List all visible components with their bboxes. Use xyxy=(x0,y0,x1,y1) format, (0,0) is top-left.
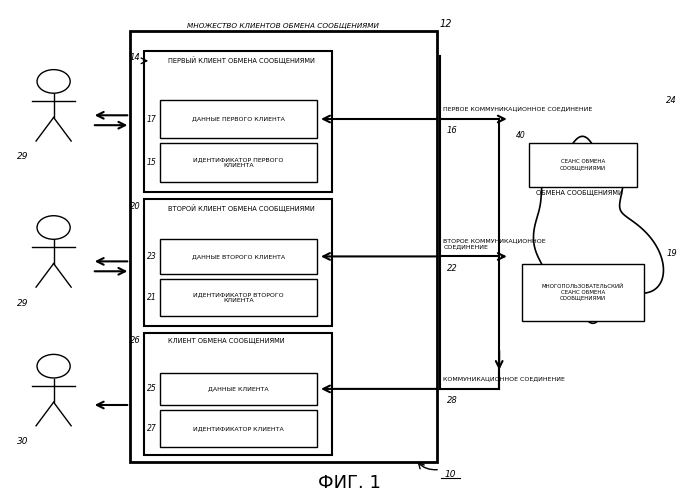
Text: ПЕРВОЕ КОММУНИКАЦИОННОЕ СОЕДИНЕНИЕ: ПЕРВОЕ КОММУНИКАЦИОННОЕ СОЕДИНЕНИЕ xyxy=(443,107,593,112)
Text: 28: 28 xyxy=(447,396,458,405)
Text: 27: 27 xyxy=(147,424,157,433)
Bar xyxy=(144,200,332,326)
Bar xyxy=(144,333,332,455)
Text: ДАННЫЕ ПЕРВОГО КЛИЕНТА: ДАННЫЕ ПЕРВОГО КЛИЕНТА xyxy=(192,117,285,122)
Bar xyxy=(160,239,317,274)
Text: 26: 26 xyxy=(130,336,140,345)
Text: 24: 24 xyxy=(666,96,677,105)
Text: 10: 10 xyxy=(445,470,456,479)
Bar xyxy=(130,31,437,462)
Text: 12: 12 xyxy=(440,18,452,29)
Text: ДАННЫЕ КЛИЕНТА: ДАННЫЕ КЛИЕНТА xyxy=(208,386,268,391)
Text: 16: 16 xyxy=(447,126,458,135)
Text: 23: 23 xyxy=(147,252,157,261)
Bar xyxy=(160,410,317,447)
Bar xyxy=(529,142,637,187)
Text: КЛИЕНТ ОБМЕНА СООБЩЕНИЯМИ: КЛИЕНТ ОБМЕНА СООБЩЕНИЯМИ xyxy=(168,338,285,344)
Text: 29: 29 xyxy=(17,298,28,308)
Text: МНОЖЕСТВО КЛИЕНТОВ ОБМЕНА СООБЩЕНИЯМИ: МНОЖЕСТВО КЛИЕНТОВ ОБМЕНА СООБЩЕНИЯМИ xyxy=(187,22,380,28)
Text: 17: 17 xyxy=(147,115,157,124)
Text: СЕАНС ОБМЕНА
СООБЩЕНИЯМИ: СЕАНС ОБМЕНА СООБЩЕНИЯМИ xyxy=(560,159,606,170)
Text: 22: 22 xyxy=(447,264,458,273)
Text: 40: 40 xyxy=(516,131,526,140)
Text: ИДЕНТИФИКАТОР ПЕРВОГО
КЛИЕНТА: ИДЕНТИФИКАТОР ПЕРВОГО КЛИЕНТА xyxy=(193,157,284,168)
Text: ФИГ. 1: ФИГ. 1 xyxy=(318,474,381,492)
Bar xyxy=(160,101,317,137)
Text: МНОЖЕСТВО СЕАНСОВ
ОБМЕНА СООБЩЕНИЯМИ: МНОЖЕСТВО СЕАНСОВ ОБМЕНА СООБЩЕНИЯМИ xyxy=(536,183,623,196)
Bar xyxy=(522,264,644,321)
Text: ВТОРОЙ КЛИЕНТ ОБМЕНА СООБЩЕНИЯМИ: ВТОРОЙ КЛИЕНТ ОБМЕНА СООБЩЕНИЯМИ xyxy=(168,205,315,212)
Bar xyxy=(144,51,332,192)
Text: ВТОРОЕ КОММУНИКАЦИОННОЕ
СОЕДИНЕНИЕ: ВТОРОЕ КОММУНИКАЦИОННОЕ СОЕДИНЕНИЕ xyxy=(443,238,546,249)
Text: 25: 25 xyxy=(147,384,157,393)
Text: 20: 20 xyxy=(130,202,140,211)
Bar xyxy=(160,142,317,182)
Text: 14: 14 xyxy=(130,53,140,62)
Text: 21: 21 xyxy=(147,293,157,302)
Text: 29: 29 xyxy=(17,152,28,161)
Text: ПЕРВЫЙ КЛИЕНТ ОБМЕНА СООБЩЕНИЯМИ: ПЕРВЫЙ КЛИЕНТ ОБМЕНА СООБЩЕНИЯМИ xyxy=(168,56,315,64)
Text: 30: 30 xyxy=(17,437,28,446)
Text: ДАННЫЕ ВТОРОГО КЛИЕНТА: ДАННЫЕ ВТОРОГО КЛИЕНТА xyxy=(192,254,285,259)
Text: КОММУНИКАЦИОННОЕ СОЕДИНЕНИЕ: КОММУНИКАЦИОННОЕ СОЕДИНЕНИЕ xyxy=(443,376,565,381)
Text: МНОГОПОЛЬЗОВАТЕЛЬСКИЙ
СЕАНС ОБМЕНА
СООБЩЕНИЯМИ: МНОГОПОЛЬЗОВАТЕЛЬСКИЙ СЕАНС ОБМЕНА СООБЩ… xyxy=(542,284,624,301)
Text: 19: 19 xyxy=(666,249,677,258)
Bar xyxy=(160,373,317,405)
Bar xyxy=(160,279,317,316)
Polygon shape xyxy=(533,136,663,323)
Text: ИДЕНТИФИКАТОР КЛИЕНТА: ИДЕНТИФИКАТОР КЛИЕНТА xyxy=(193,426,284,431)
Text: 15: 15 xyxy=(147,158,157,167)
Text: ИДЕНТИФИКАТОР ВТОРОГО
КЛИЕНТА: ИДЕНТИФИКАТОР ВТОРОГО КЛИЕНТА xyxy=(193,292,284,303)
